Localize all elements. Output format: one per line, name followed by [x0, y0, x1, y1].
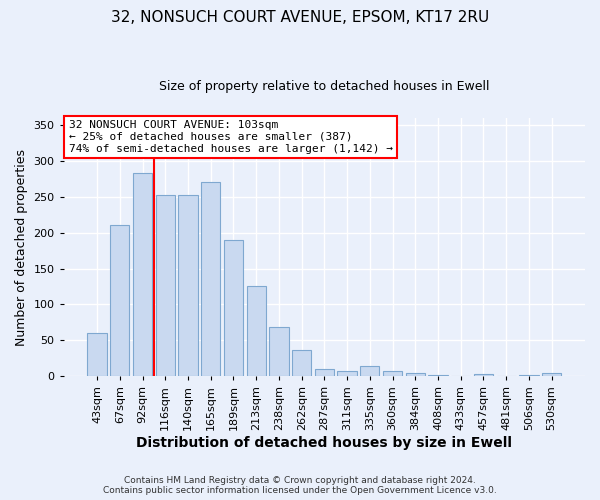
Bar	[519, 375, 539, 376]
Bar	[110, 226, 130, 376]
Bar	[474, 374, 493, 376]
Text: 32, NONSUCH COURT AVENUE, EPSOM, KT17 2RU: 32, NONSUCH COURT AVENUE, EPSOM, KT17 2R…	[111, 10, 489, 25]
Bar	[406, 372, 425, 376]
Text: 32 NONSUCH COURT AVENUE: 103sqm
← 25% of detached houses are smaller (387)
74% o: 32 NONSUCH COURT AVENUE: 103sqm ← 25% of…	[69, 120, 393, 154]
Bar	[133, 173, 152, 376]
Bar	[428, 375, 448, 376]
Title: Size of property relative to detached houses in Ewell: Size of property relative to detached ho…	[159, 80, 490, 93]
Bar	[314, 369, 334, 376]
Bar	[337, 370, 357, 376]
Bar	[292, 350, 311, 376]
Bar	[247, 286, 266, 376]
Bar	[360, 366, 379, 376]
X-axis label: Distribution of detached houses by size in Ewell: Distribution of detached houses by size …	[136, 436, 512, 450]
Bar	[178, 196, 197, 376]
Bar	[269, 326, 289, 376]
Bar	[88, 333, 107, 376]
Y-axis label: Number of detached properties: Number of detached properties	[15, 148, 28, 346]
Bar	[155, 196, 175, 376]
Bar	[542, 374, 562, 376]
Text: Contains HM Land Registry data © Crown copyright and database right 2024.
Contai: Contains HM Land Registry data © Crown c…	[103, 476, 497, 495]
Bar	[383, 372, 402, 376]
Bar	[201, 182, 220, 376]
Bar	[224, 240, 243, 376]
